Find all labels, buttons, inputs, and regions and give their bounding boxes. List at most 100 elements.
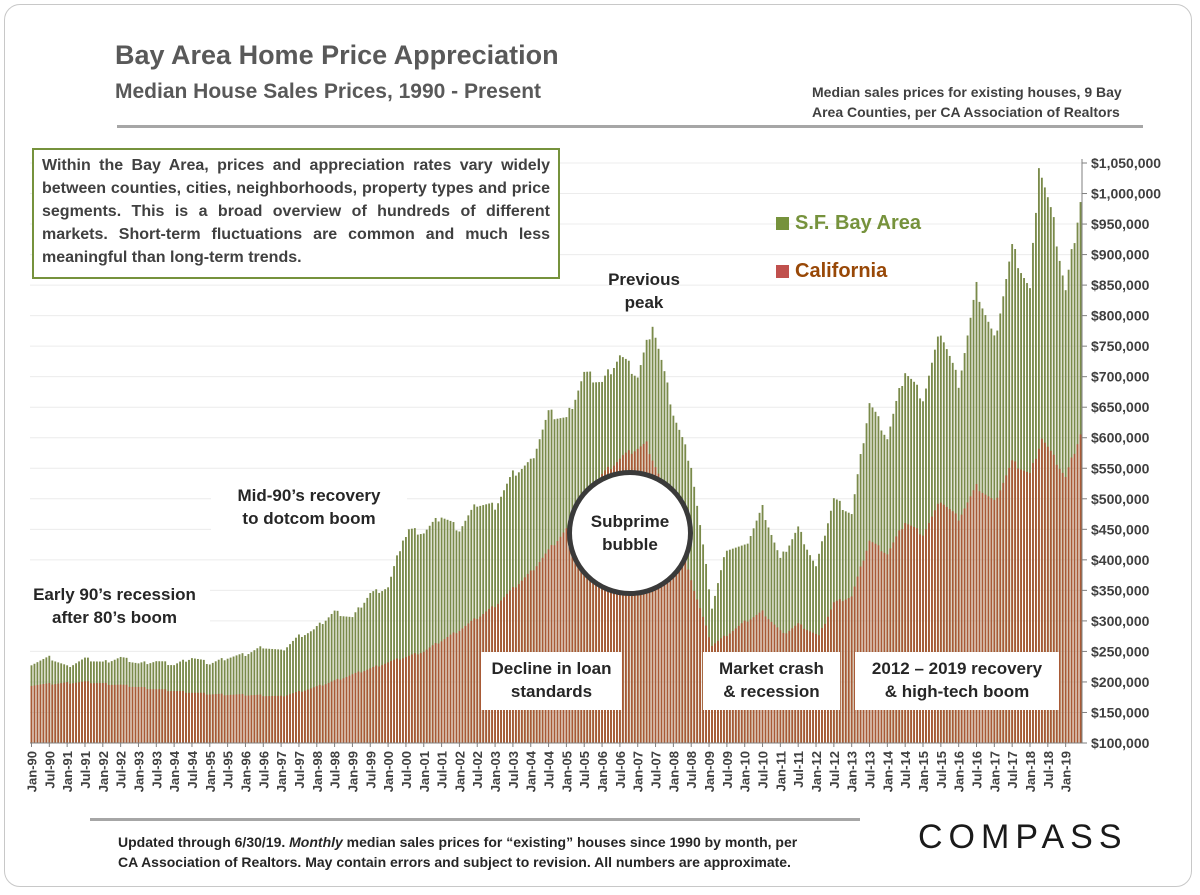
bar-california (271, 695, 274, 743)
x-tick-label: Jul-14 (898, 750, 913, 788)
x-tick-label: Jul-92 (114, 751, 129, 789)
bar-california (607, 466, 609, 743)
bar-california (1076, 444, 1079, 743)
bar-california (419, 653, 422, 743)
bar-bay-area (268, 648, 271, 743)
bar-california (161, 689, 164, 743)
x-tick-label: Jan-95 (203, 751, 218, 792)
bar-california (170, 691, 173, 743)
annotation-loan-standards: Decline in loan standards (481, 652, 622, 710)
bar-california (354, 672, 357, 743)
legend-item-bay-area: S.F. Bay Area (776, 212, 921, 235)
bar-california (621, 455, 624, 743)
x-tick-label: Jul-18 (1041, 751, 1056, 789)
y-axis: $100,000 $150,000 $200,000 $250,000 $300,000… (1081, 155, 1161, 751)
bar-california (399, 659, 401, 743)
bar-california (366, 669, 369, 743)
bar-california (434, 643, 437, 743)
y-tick-label: $650,000 (1091, 399, 1150, 415)
annotation-market-crash-line1: Market crash (719, 659, 824, 678)
bar-bay-area (292, 640, 294, 743)
bar-california (208, 694, 211, 743)
x-tick-label: Jul-09 (720, 751, 735, 789)
bar-california (289, 694, 291, 743)
bar-california (428, 647, 431, 743)
annotation-subprime-bubble: Subprime bubble (567, 470, 693, 596)
x-tick-label: Jul-17 (1005, 751, 1020, 789)
bar-california (217, 693, 220, 743)
bar-california (381, 665, 384, 743)
bar-california (633, 451, 636, 743)
bar-california (601, 473, 603, 743)
bar-california (1079, 434, 1082, 743)
bar-bay-area (425, 529, 428, 743)
x-tick-label: Jul-99 (363, 751, 378, 789)
bar-california (657, 473, 660, 743)
bar-california (75, 682, 77, 743)
bar-bay-area (413, 528, 416, 743)
bar-bay-area (265, 648, 268, 743)
annotation-peak-line1: Previous (608, 270, 680, 289)
bar-california (874, 543, 877, 743)
annotation-loan-standards-line1: Decline in loan (491, 659, 612, 678)
bar-california (292, 693, 294, 743)
bar-california (60, 683, 63, 743)
x-tick-label: Jan-00 (381, 751, 396, 792)
x-tick-label: Jul-95 (221, 751, 236, 789)
x-tick-label: Jul-96 (256, 751, 271, 789)
bar-california (321, 685, 324, 743)
bar-california (1043, 442, 1046, 743)
bar-bay-area (315, 626, 318, 743)
bar-california (179, 690, 181, 743)
bar-california (339, 679, 342, 743)
bar-bay-area (312, 629, 315, 743)
bar-california (57, 683, 60, 743)
bar-california (128, 686, 131, 743)
bar-california (446, 636, 449, 743)
bar-california (847, 598, 850, 743)
bar-california (1014, 461, 1017, 743)
bar-california (253, 695, 256, 743)
x-tick-label: Jul-10 (756, 751, 771, 789)
source-note: Median sales prices for existing houses,… (812, 84, 1122, 120)
bar-california (298, 690, 300, 743)
bar-california (981, 492, 984, 743)
bar-california (66, 682, 69, 743)
x-tick-label: Jan-19 (1059, 751, 1074, 792)
info-box: Within the Bay Area, prices and apprecia… (32, 148, 560, 279)
bar-california (306, 689, 309, 743)
bar-bay-area (306, 633, 309, 743)
bar-california (199, 692, 202, 743)
x-tick-label: Jan-11 (773, 751, 788, 791)
bar-california (699, 608, 702, 743)
bar-california (868, 540, 871, 743)
bar-california (933, 510, 936, 743)
bar-california (95, 683, 98, 743)
annotation-early-90s-line2: after 80’s boom (51, 608, 178, 627)
bar-california (226, 695, 229, 743)
y-tick-label: $700,000 (1091, 369, 1150, 385)
bar-california (369, 668, 372, 743)
annotation-mid-90s-line1: Mid-90’s recovery (237, 486, 381, 505)
bar-california (615, 462, 618, 743)
x-tick-label: Jul-11 (791, 751, 806, 788)
y-tick-label: $1,000,000 (1091, 186, 1161, 202)
bar-bay-area (434, 517, 437, 743)
bar-california (458, 630, 461, 743)
bar-california (205, 694, 208, 743)
bar-california (167, 691, 170, 743)
bar-california (107, 684, 110, 743)
bar-california (580, 506, 583, 743)
bar-california (101, 682, 104, 743)
x-tick-label: Jul-13 (863, 751, 878, 789)
bar-california (910, 525, 913, 743)
bar-california (586, 495, 589, 743)
bar-california (1020, 469, 1023, 743)
bar-california (89, 683, 92, 743)
x-tick-label: Jan-98 (310, 751, 325, 792)
bar-california (951, 511, 954, 743)
bar-california (247, 695, 250, 743)
x-tick-label: Jan-16 (952, 751, 967, 792)
x-tick-label: Jul-90 (42, 751, 57, 789)
